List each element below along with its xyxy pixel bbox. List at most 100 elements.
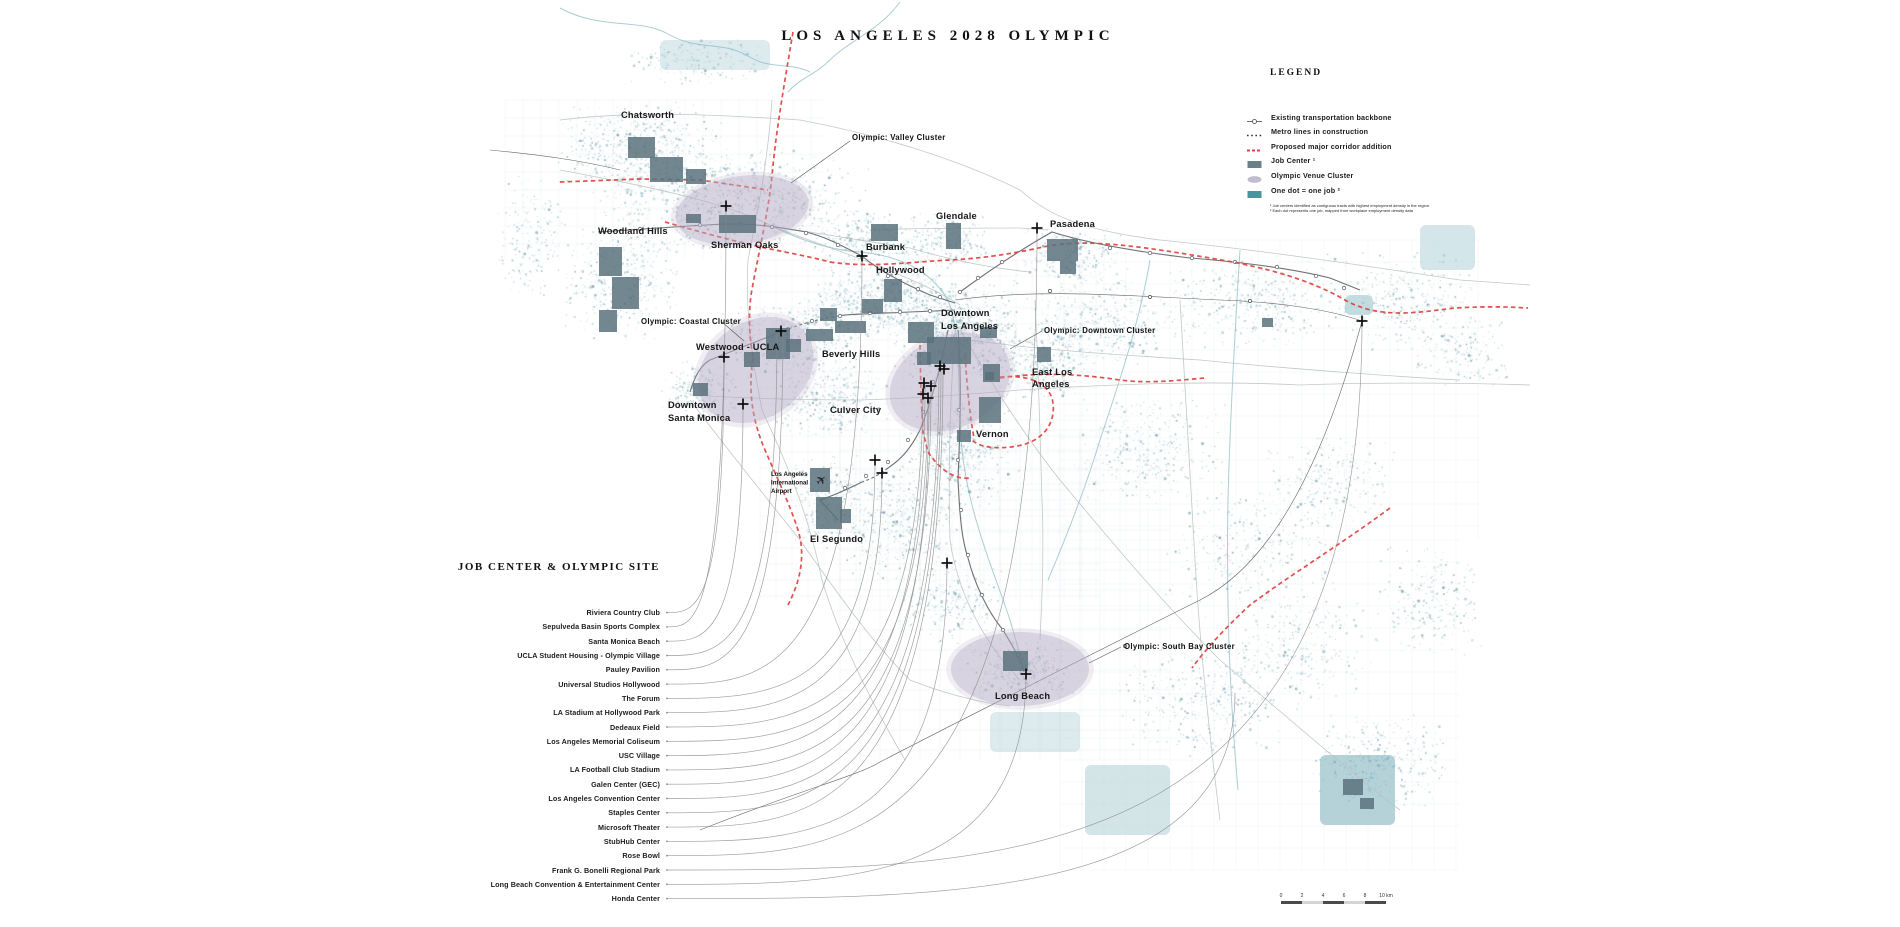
leader-line <box>666 332 778 656</box>
leader-line-tick <box>666 640 668 643</box>
venue-plus-marker <box>1031 222 1043 234</box>
venue-plus-marker <box>720 200 732 212</box>
job-center-block <box>650 157 683 182</box>
place-label: Vernon <box>976 429 1009 439</box>
legend-item-metro-dashed: Metro lines in construction <box>1247 125 1368 139</box>
place-label: Culver City <box>830 405 882 415</box>
leader-line-tick <box>666 854 668 857</box>
place-label: El Segundo <box>810 534 863 544</box>
dot-square-icon <box>1247 190 1262 198</box>
job-center-block <box>1343 779 1363 795</box>
metro-station <box>915 286 921 292</box>
job-center-block <box>719 215 756 233</box>
job-center-block <box>840 509 851 523</box>
legend-item-backbone-line: Existing transportation backbone <box>1247 110 1392 124</box>
legend-item-label: Proposed major corridor addition <box>1271 141 1392 151</box>
legend-item-label: One dot = one job ² <box>1271 185 1341 195</box>
metro-station <box>837 313 843 319</box>
place-label: Westwood - UCLA <box>696 342 779 352</box>
metro-station <box>1147 250 1153 256</box>
venue-plus-marker <box>1020 668 1032 680</box>
job-center-block <box>744 352 760 367</box>
leader-line <box>666 460 876 699</box>
metro-station <box>905 437 911 443</box>
leader-line <box>666 388 932 771</box>
site-list-item: Universal Studios Hollywood <box>558 679 660 689</box>
metro-station <box>937 294 943 300</box>
place-label: Santa Monica <box>668 413 731 423</box>
backbone-node <box>1123 644 1127 648</box>
metro-station <box>885 459 891 465</box>
job-center-block <box>1060 261 1076 274</box>
leader-line <box>666 255 863 685</box>
site-list-item: Frank G. Bonelli Regional Park <box>551 865 660 875</box>
scale-label: 6 <box>1342 893 1346 899</box>
road-line <box>559 113 1531 286</box>
metro-station <box>897 309 903 315</box>
backbone-node <box>1048 289 1052 293</box>
venue-plus-marker <box>918 377 930 389</box>
leader-line <box>666 472 883 714</box>
site-list-item: USC Village <box>618 751 660 761</box>
job-center-block <box>946 223 961 249</box>
site-list-item: Los Angeles Convention Center <box>548 794 660 803</box>
leader-line-tick <box>666 654 668 657</box>
scale-segment <box>1365 901 1386 904</box>
metro-station <box>955 457 961 463</box>
site-list-item: LA Stadium at Hollywood Park <box>553 708 660 718</box>
leader-line-tick <box>666 740 668 743</box>
metro-station <box>958 507 964 513</box>
site-list-item: Rose Bowl <box>622 851 660 861</box>
venue-ellipse-icon <box>1247 175 1262 183</box>
road-line <box>559 169 961 306</box>
job-center-block <box>599 247 622 276</box>
job-center-block <box>820 308 837 321</box>
metro-station <box>637 226 643 232</box>
proposed-corridor-line <box>1191 507 1391 669</box>
site-list-item: Long Beach Convention & Entertainment Ce… <box>490 879 660 889</box>
metro-station <box>956 407 962 413</box>
job-center-block <box>628 137 655 158</box>
job-center-block <box>917 352 931 365</box>
leader-line <box>666 320 1363 871</box>
metro-line <box>689 329 787 393</box>
metro-station <box>809 318 815 324</box>
job-center-block <box>686 169 706 184</box>
metro-station <box>979 592 985 598</box>
leader-line <box>666 692 1236 899</box>
land-patch <box>660 40 770 70</box>
legend-item-label: Metro lines in construction <box>1271 127 1369 137</box>
scale-label: 0 <box>1279 893 1283 899</box>
job-center-block <box>693 383 708 396</box>
venue-cluster-ellipse <box>670 171 814 249</box>
scale-segment <box>1302 901 1323 904</box>
legend-footnote-1: ¹ Job centers identified as contiguous t… <box>1270 203 1429 208</box>
scale-label: 10 km <box>1379 893 1393 899</box>
metro-line <box>597 223 956 304</box>
venue-plus-marker <box>941 557 953 569</box>
venue-plus-marker <box>876 467 888 479</box>
job-center-block <box>816 497 842 529</box>
place-label: Downtown <box>941 308 990 318</box>
river-line <box>787 1 901 93</box>
proposed-corridor-line <box>927 451 971 480</box>
leader-line <box>666 328 784 671</box>
leader-line-tick <box>666 840 668 843</box>
scale-bar: 0 2 4 6 8 10 km <box>1279 893 1393 909</box>
dot-square-swatch <box>1247 186 1262 198</box>
leader-line-tick <box>666 683 668 685</box>
job-center-block <box>957 430 971 442</box>
road-line <box>948 329 1021 681</box>
place-label: Hollywood <box>876 265 925 275</box>
road-line <box>959 329 1401 811</box>
leader-line-tick <box>666 769 668 771</box>
leader-line <box>666 403 744 642</box>
job-center-block <box>1003 651 1028 671</box>
olympic-cluster-label: Olympic: Valley Cluster <box>852 133 946 142</box>
venue-plus-marker <box>775 325 787 337</box>
cluster-pointer-line <box>1088 646 1122 664</box>
site-list-header: JOB CENTER & OLYMPIC SITE <box>457 561 660 573</box>
legend-item-venue-ellipse: Olympic Venue Cluster <box>1247 168 1354 183</box>
backbone-node <box>1248 299 1252 303</box>
site-list-item: Sepulveda Basin Sports Complex <box>542 622 660 632</box>
